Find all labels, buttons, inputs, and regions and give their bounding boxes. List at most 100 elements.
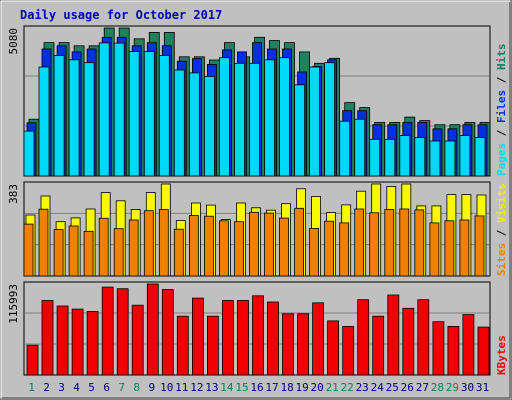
bar-sites-day-27 [414, 209, 425, 277]
x-tick-day-15: 15 [235, 381, 248, 394]
x-tick-day-2: 2 [43, 381, 50, 394]
bar-sites-day-22 [339, 222, 350, 277]
bar-sites-day-14 [218, 220, 229, 277]
bar-pages-day-8 [128, 51, 140, 177]
bar-pages-day-15 [234, 62, 245, 177]
x-tick-day-8: 8 [133, 381, 140, 394]
bar-pages-day-5 [83, 62, 95, 177]
bar-sites-day-29 [444, 220, 455, 277]
x-tick-day-18: 18 [280, 381, 293, 394]
bar-kbytes-day-2 [41, 300, 54, 376]
bar-pages-day-11 [173, 69, 185, 177]
bar-sites-day-11 [173, 228, 184, 277]
legend-label-panel-3: KBytes [495, 335, 508, 375]
bar-kbytes-day-16 [252, 295, 264, 376]
series-kbytes [26, 283, 490, 376]
x-tick-day-28: 28 [431, 381, 444, 394]
bar-pages-day-10 [158, 55, 170, 177]
x-tick-day-6: 6 [103, 381, 110, 394]
bar-sites-day-3 [53, 229, 64, 277]
bar-pages-day-29 [444, 140, 456, 177]
x-tick-day-12: 12 [190, 381, 203, 394]
bar-sites-day-4 [68, 225, 79, 277]
bar-kbytes-day-7 [116, 288, 129, 376]
bar-pages-day-22 [339, 120, 351, 177]
bar-sites-day-23 [354, 208, 365, 277]
bar-kbytes-day-13 [206, 315, 219, 376]
bar-kbytes-day-27 [417, 299, 430, 376]
panel-2: 383 Sites / Visits [7, 181, 508, 277]
bar-kbytes-day-6 [101, 286, 114, 376]
bar-kbytes-day-4 [71, 308, 84, 376]
bar-pages-day-9 [143, 51, 155, 177]
bar-kbytes-day-19 [297, 313, 310, 376]
bar-kbytes-day-28 [432, 321, 445, 376]
bar-pages-day-4 [68, 59, 80, 177]
legend-part: Visits [495, 183, 508, 223]
x-tick-day-10: 10 [160, 381, 173, 394]
bar-pages-day-20 [309, 66, 321, 177]
legend-part: Hits [495, 44, 508, 71]
bar-pages-day-21 [324, 62, 336, 177]
bar-sites-day-17 [264, 212, 274, 277]
x-tick-day-25: 25 [386, 381, 399, 394]
bar-pages-day-19 [294, 84, 306, 177]
bar-kbytes-day-17 [267, 301, 279, 376]
bar-pages-day-2 [38, 66, 50, 177]
x-tick-day-14: 14 [220, 381, 234, 394]
bar-pages-day-6 [98, 42, 110, 177]
x-tick-day-5: 5 [88, 381, 95, 394]
x-tick-day-23: 23 [356, 381, 369, 394]
bar-sites-day-20 [309, 227, 320, 277]
bar-kbytes-day-3 [56, 305, 69, 376]
x-tick-day-13: 13 [205, 381, 218, 394]
bar-sites-day-7 [113, 228, 124, 277]
series-sites [23, 207, 485, 277]
bar-kbytes-day-29 [447, 325, 460, 376]
x-tick-day-17: 17 [265, 381, 278, 394]
legend-part: Files [495, 90, 508, 123]
y-max-label-panel-1: 5080 [7, 28, 20, 55]
bar-pages-day-18 [279, 57, 290, 177]
x-tick-day-20: 20 [310, 381, 323, 394]
panel-3: 115993 KBytes [7, 281, 508, 376]
bar-kbytes-day-18 [282, 313, 294, 376]
legend-part: Pages [495, 143, 508, 176]
bar-sites-day-28 [429, 222, 440, 277]
bar-sites-day-12 [188, 215, 199, 277]
legend-part: / [495, 70, 508, 90]
x-tick-day-30: 30 [461, 381, 474, 394]
bar-pages-day-14 [218, 57, 230, 177]
bar-pages-day-13 [203, 76, 215, 177]
x-tick-day-16: 16 [250, 381, 263, 394]
bar-pages-day-31 [474, 137, 486, 177]
x-tick-day-24: 24 [371, 381, 385, 394]
y-max-label-panel-3: 115993 [7, 284, 20, 324]
bar-sites-day-8 [128, 219, 139, 277]
bar-pages-day-1 [23, 130, 35, 177]
x-tick-day-7: 7 [118, 381, 125, 394]
legend-part: / [495, 223, 508, 243]
bar-sites-day-25 [384, 209, 395, 277]
x-tick-day-3: 3 [58, 381, 65, 394]
bar-pages-day-7 [113, 42, 125, 177]
bar-kbytes-day-8 [131, 304, 144, 376]
legend-label-panel-2: Sites / Visits [495, 183, 508, 276]
x-tick-day-22: 22 [341, 381, 354, 394]
y-max-label-panel-2: 383 [7, 184, 20, 204]
bar-kbytes-day-1 [26, 344, 39, 376]
x-tick-day-26: 26 [401, 381, 414, 394]
x-tick-day-31: 31 [476, 381, 489, 394]
bar-pages-day-30 [459, 135, 471, 177]
x-tick-day-1: 1 [28, 381, 35, 394]
bar-kbytes-day-23 [357, 299, 370, 376]
bar-sites-day-10 [158, 209, 169, 277]
x-tick-day-21: 21 [326, 381, 339, 394]
bar-kbytes-day-25 [387, 294, 400, 376]
bar-sites-day-1 [23, 223, 34, 277]
series-pages [23, 42, 486, 177]
bar-sites-day-30 [459, 219, 470, 277]
bar-pages-day-17 [264, 59, 275, 177]
